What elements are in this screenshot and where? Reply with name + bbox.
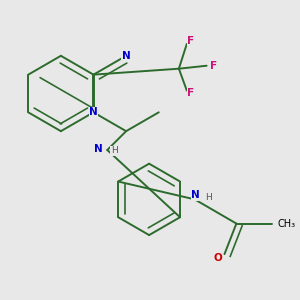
Text: H: H [111, 146, 118, 155]
Text: N: N [122, 51, 130, 61]
Text: N: N [94, 144, 103, 154]
Text: H: H [205, 193, 212, 202]
Text: F: F [187, 88, 194, 98]
Text: O: O [213, 253, 222, 263]
Text: N: N [89, 107, 98, 117]
Text: F: F [210, 61, 217, 71]
Text: F: F [187, 36, 194, 46]
Text: N: N [191, 190, 200, 200]
Text: CH₃: CH₃ [277, 219, 295, 229]
